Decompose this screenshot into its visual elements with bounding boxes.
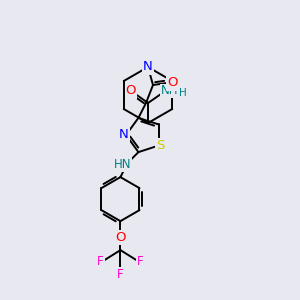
Text: N: N: [119, 128, 129, 142]
Text: O: O: [126, 85, 136, 98]
Text: HN: HN: [114, 158, 131, 171]
Text: O: O: [115, 231, 126, 244]
Text: H: H: [179, 88, 187, 98]
Text: F: F: [97, 255, 104, 268]
Text: N: N: [143, 61, 153, 74]
Text: NH: NH: [161, 85, 179, 98]
Text: S: S: [156, 139, 165, 152]
Text: F: F: [117, 268, 124, 281]
Text: F: F: [137, 255, 144, 268]
Text: O: O: [167, 76, 177, 89]
